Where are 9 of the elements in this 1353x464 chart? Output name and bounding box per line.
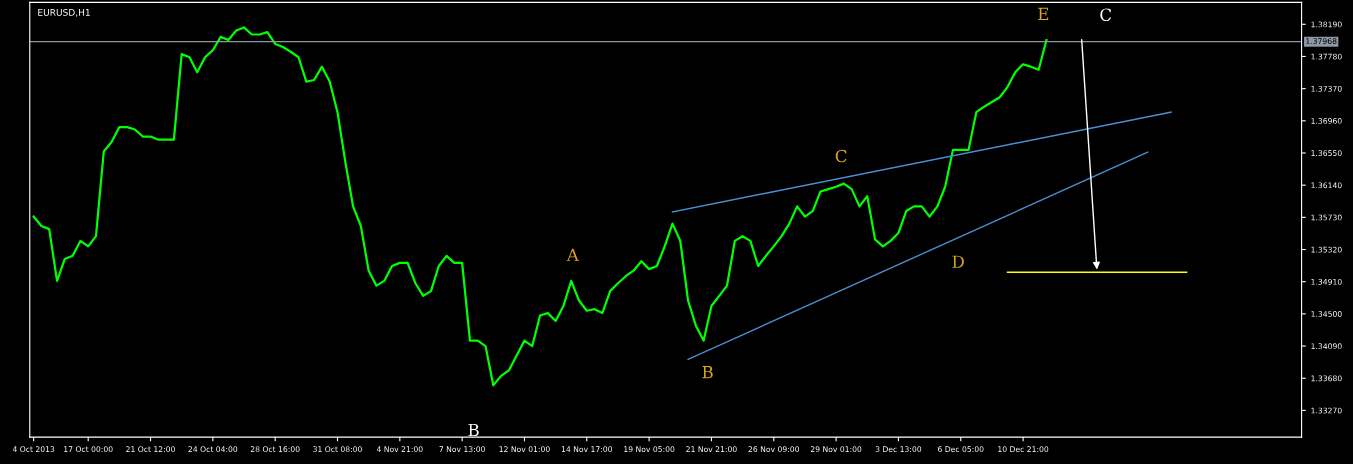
line-series [32, 26, 1048, 387]
annotation: E [1038, 7, 1049, 20]
annotation: D [952, 255, 964, 268]
annotation: A [566, 248, 580, 261]
annotation: B [468, 423, 479, 437]
text: EURUSD,H1 [38, 9, 90, 17]
annotation: C [835, 149, 847, 163]
annotation: C [1100, 8, 1112, 22]
annotation: B [702, 366, 713, 379]
